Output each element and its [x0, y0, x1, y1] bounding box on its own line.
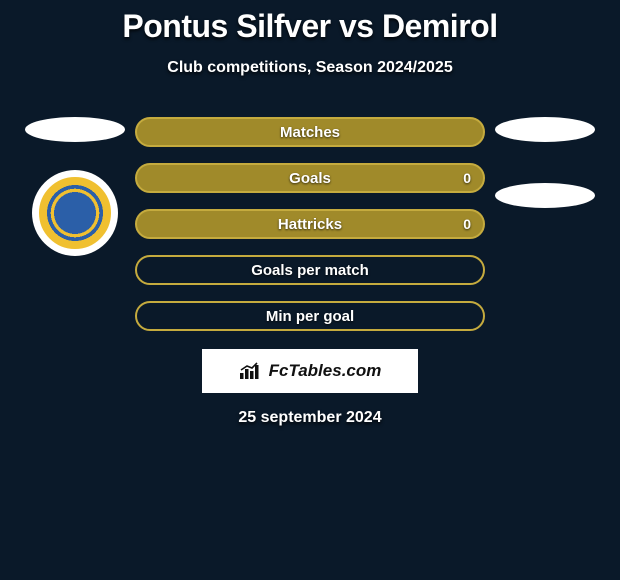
right-club-badge-slot — [495, 183, 595, 208]
date-label: 25 september 2024 — [238, 409, 381, 427]
left-player-avatar-slot — [25, 117, 125, 142]
club-badge-icon — [39, 177, 111, 249]
stat-value-right: 0 — [463, 216, 471, 232]
left-club-badge — [32, 170, 118, 256]
stat-label: Goals — [289, 170, 331, 187]
right-player-column — [485, 117, 605, 208]
source-site-label: FcTables.com — [269, 361, 382, 381]
stat-value-right: 0 — [463, 170, 471, 186]
stat-bar-goals: Goals 0 — [135, 163, 485, 193]
stats-column: Matches Goals 0 Hattricks 0 Goals per match Mi… — [135, 117, 485, 331]
page-title: Pontus Silfver vs Demirol — [122, 8, 497, 45]
stat-label: Goals per match — [251, 262, 369, 279]
stat-label: Matches — [280, 124, 340, 141]
stat-label: Min per goal — [266, 308, 354, 325]
content-row: Matches Goals 0 Hattricks 0 Goals per match Mi… — [0, 117, 620, 331]
source-attribution: FcTables.com — [202, 349, 418, 393]
stat-label: Hattricks — [278, 216, 342, 233]
right-player-avatar-slot — [495, 117, 595, 142]
bar-chart-icon — [239, 362, 263, 380]
stat-bar-hattricks: Hattricks 0 — [135, 209, 485, 239]
stat-bar-matches: Matches — [135, 117, 485, 147]
stat-bar-min-per-goal: Min per goal — [135, 301, 485, 331]
stat-bar-goals-per-match: Goals per match — [135, 255, 485, 285]
left-player-column — [15, 117, 135, 256]
comparison-card: Pontus Silfver vs Demirol Club competiti… — [0, 0, 620, 427]
page-subtitle: Club competitions, Season 2024/2025 — [167, 59, 452, 77]
